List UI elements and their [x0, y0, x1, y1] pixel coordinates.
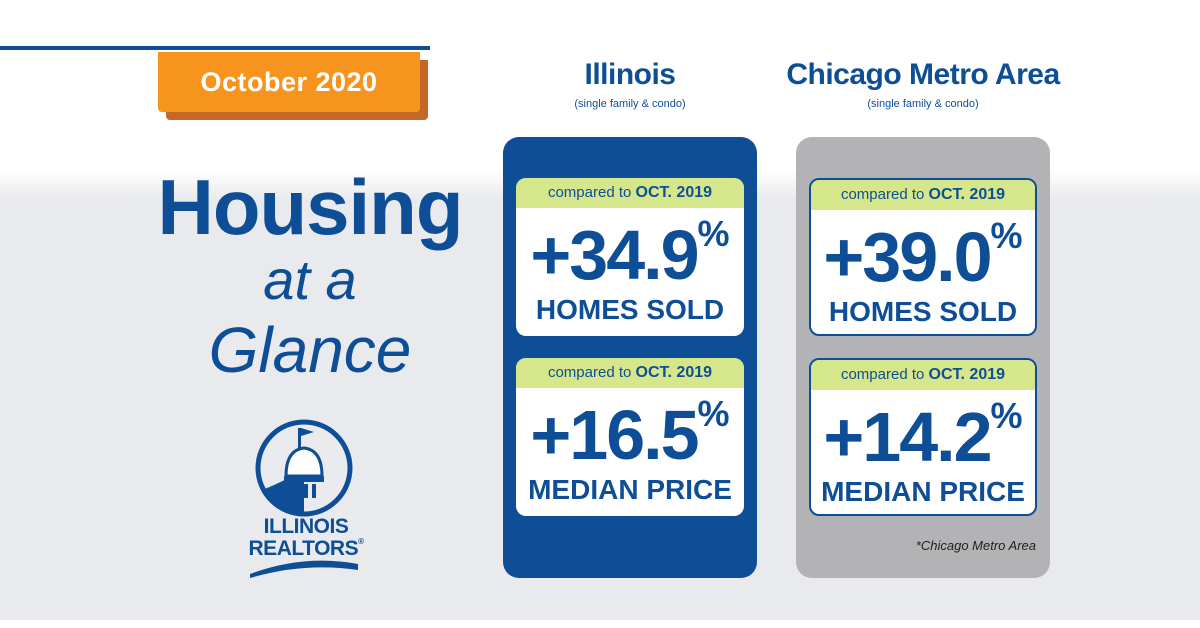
region-subtitle: (single family & condo) — [574, 98, 686, 110]
compare-band: compared to OCT. 2019 — [811, 180, 1035, 210]
stat-card-median-price: compared to OCT. 2019 +16.5% MEDIAN PRIC… — [516, 358, 744, 516]
stat-card-homes-sold: compared to OCT. 2019 +39.0% HOMES SOLD — [809, 178, 1037, 336]
footnote: *Chicago Metro Area — [915, 538, 1036, 553]
stat-card-median-price: compared to OCT. 2019 +14.2% MEDIAN PRIC… — [809, 358, 1037, 516]
illinois-panel: compared to OCT. 2019 +34.9% HOMES SOLD … — [503, 137, 757, 578]
compare-prefix: compared to — [840, 366, 925, 383]
compare-band: compared to OCT. 2019 — [811, 360, 1035, 390]
percent-sign: % — [990, 215, 1023, 256]
top-accent-line — [0, 46, 430, 50]
compare-band: compared to OCT. 2019 — [516, 178, 744, 208]
percent-sign: % — [697, 213, 730, 254]
compare-prefix: compared to — [840, 186, 925, 203]
stat-card-homes-sold: compared to OCT. 2019 +34.9% HOMES SOLD — [516, 178, 744, 336]
compare-prefix: compared to — [547, 184, 632, 201]
compare-period: OCT. 2019 — [635, 364, 713, 381]
region-subtitle: (single family & condo) — [867, 98, 979, 110]
stat-value: +34.9% — [516, 216, 744, 291]
region-header-chicago: Chicago Metro Area (single family & cond… — [780, 58, 1066, 111]
compare-prefix: compared to — [547, 364, 632, 381]
logo-text-realtors: REALTORS — [248, 537, 359, 560]
stat-number: +39.0 — [823, 218, 992, 296]
headline-line3: Glance — [208, 314, 412, 386]
logo-text-line1: ILLINOIS — [263, 515, 349, 538]
percent-sign: % — [990, 395, 1023, 436]
compare-period: OCT. 2019 — [928, 366, 1006, 383]
stat-label: MEDIAN PRICE — [821, 476, 1025, 507]
stat-label: MEDIAN PRICE — [528, 474, 732, 505]
stat-value: +14.2% — [811, 398, 1035, 473]
compare-band: compared to OCT. 2019 — [516, 358, 744, 388]
chicago-panel: compared to OCT. 2019 +39.0% HOMES SOLD … — [796, 137, 1050, 578]
stat-number: +16.5 — [530, 396, 699, 474]
stat-value: +39.0% — [811, 218, 1035, 293]
region-header-illinois: Illinois (single family & condo) — [503, 58, 757, 111]
stat-value: +16.5% — [516, 396, 744, 471]
stat-number: +34.9 — [530, 216, 699, 294]
stat-label: HOMES SOLD — [535, 294, 725, 325]
percent-sign: % — [697, 393, 730, 434]
stat-label: HOMES SOLD — [828, 296, 1018, 327]
headline-line2: at a — [263, 248, 357, 311]
period-tab: October 2020 — [158, 52, 420, 112]
period-label: October 2020 — [200, 67, 378, 97]
compare-period: OCT. 2019 — [635, 184, 713, 201]
bottom-strip — [0, 620, 1200, 628]
capitol-dome-icon — [250, 419, 358, 578]
logo-text-line2: REALTORS® — [246, 537, 366, 560]
compare-period: OCT. 2019 — [928, 186, 1006, 203]
registered-mark: ® — [358, 537, 364, 546]
stat-number: +14.2 — [823, 398, 992, 476]
headline-line1: Housing — [157, 163, 464, 251]
region-name: Chicago Metro Area — [786, 58, 1060, 91]
region-name: Illinois — [584, 58, 676, 91]
